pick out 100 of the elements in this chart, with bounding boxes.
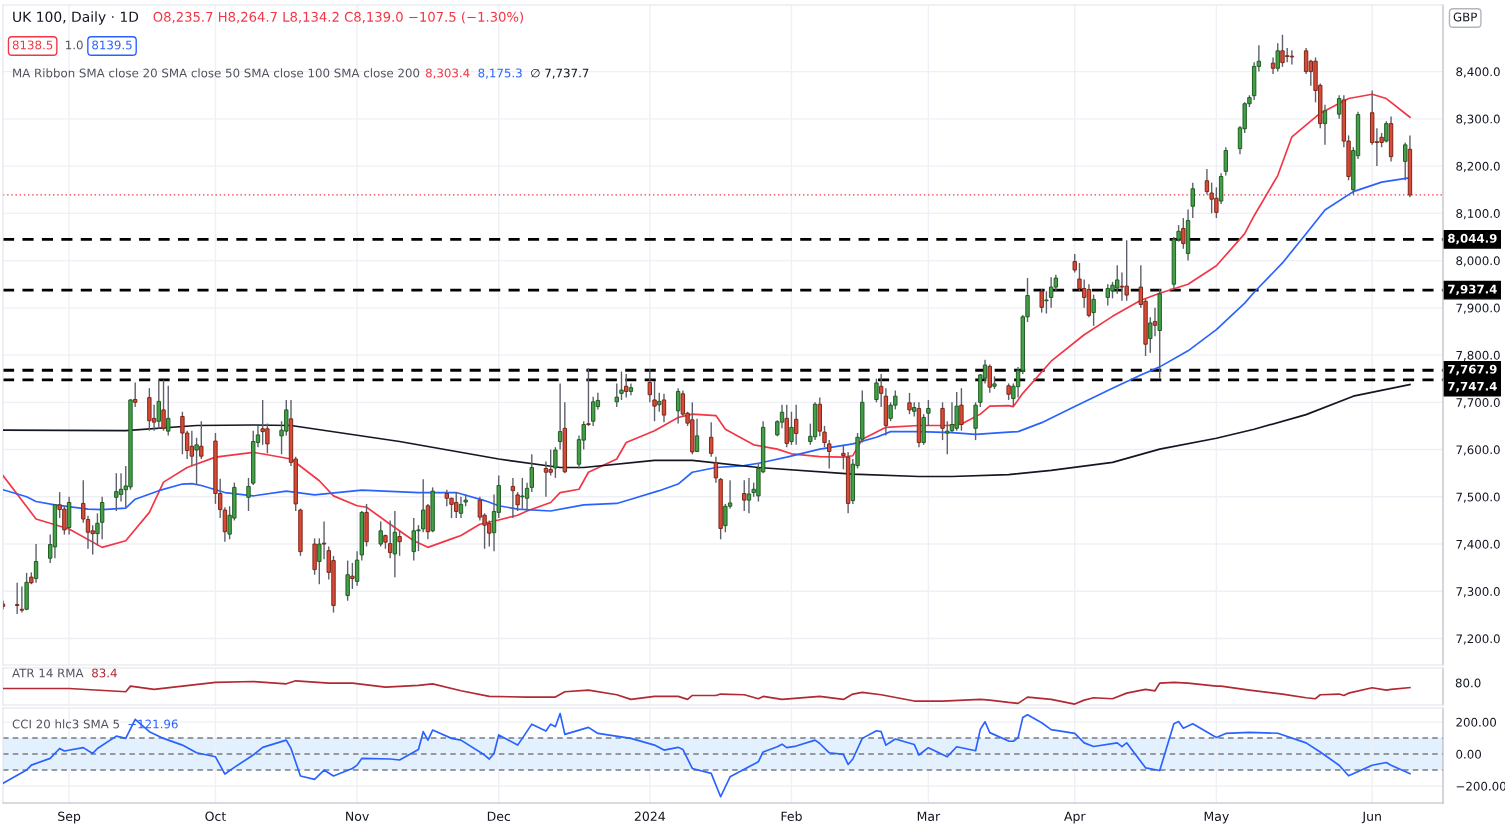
- y-tick-label: 7,200.0: [1456, 634, 1500, 645]
- candlestick: [619, 370, 624, 401]
- x-tick-label: 2024: [634, 811, 666, 822]
- candlestick: [156, 379, 161, 430]
- ref-line-label: 7,937.4: [1448, 284, 1497, 296]
- candlestick: [1289, 49, 1295, 66]
- annotation: CCI 20 hlc3 SMA 5: [12, 719, 119, 729]
- candlestick: [661, 393, 667, 423]
- candlestick: [1039, 288, 1044, 314]
- x-tick-label: Nov: [346, 811, 369, 822]
- candlestick: [987, 363, 992, 394]
- y-tick-label: 0.00: [1456, 749, 1481, 759]
- annotation: 8138.5: [12, 40, 53, 50]
- candlestick: [1190, 181, 1195, 219]
- candlestick: [1119, 271, 1125, 302]
- candlestick: [874, 378, 879, 404]
- candlestick: [99, 496, 105, 541]
- x-tick-label: Feb: [781, 811, 802, 822]
- candlestick: [14, 582, 20, 615]
- candlestick: [387, 519, 393, 559]
- text: GBP: [1453, 12, 1477, 22]
- candlestick: [1072, 253, 1077, 274]
- y-tick-label: 7,800.0: [1456, 350, 1500, 361]
- candlestick: [345, 559, 350, 602]
- x-tick-label: Oct: [205, 811, 226, 822]
- candlestick: [189, 429, 195, 467]
- candlestick: [657, 392, 662, 413]
- candlestick: [1275, 42, 1280, 73]
- y-tick-label: 7,300.0: [1456, 587, 1500, 598]
- candlestick: [350, 562, 355, 590]
- candlestick: [548, 448, 553, 477]
- candlestick: [949, 401, 955, 434]
- line-series: [3, 383, 1411, 478]
- candlestick: [793, 403, 799, 446]
- candlestick: [1048, 276, 1054, 309]
- candlestick: [1322, 103, 1328, 146]
- candlestick: [161, 379, 166, 432]
- candlestick: [520, 477, 525, 510]
- x-tick-label: May: [1204, 811, 1229, 824]
- text: 83.4: [92, 668, 117, 678]
- annotation: 8,303.4: [425, 68, 470, 79]
- candlestick: [1223, 146, 1229, 177]
- ref-line-label: 7,767.9: [1448, 364, 1497, 376]
- candlestick: [624, 373, 629, 399]
- candlestick: [694, 418, 700, 453]
- candlestick: [614, 382, 619, 408]
- y-tick-label: 7,900.0: [1456, 303, 1500, 314]
- y-tick-label: 8,200.0: [1456, 161, 1500, 172]
- candlestick: [647, 368, 653, 404]
- candlestick: [133, 381, 138, 408]
- annotation: 8,175.3: [478, 68, 522, 79]
- candlestick: [510, 477, 516, 519]
- chart-subtitle: O8,235.7 H8,264.7 L8,134.2 C8,139.0 −107.5 (−1.30%): [153, 11, 523, 24]
- x-tick-label: Sep: [58, 811, 81, 824]
- candlestick: [397, 530, 402, 557]
- candlestick: [166, 385, 171, 437]
- candlestick: [1336, 94, 1342, 120]
- chart-title: UK 100, Daily · 1D: [13, 11, 139, 25]
- candlestick: [675, 387, 681, 425]
- candlestick: [959, 387, 964, 432]
- candlestick: [1181, 217, 1186, 250]
- candlestick: [1204, 168, 1210, 196]
- line-series: [3, 712, 1411, 798]
- candlestick: [392, 510, 398, 578]
- ref-line-label: 7,747.4: [1448, 381, 1497, 393]
- candlestick: [709, 421, 714, 458]
- candlestick: [199, 420, 204, 460]
- candlestick: [458, 496, 464, 519]
- candlestick: [907, 392, 912, 415]
- candlestick: [543, 460, 549, 498]
- candlestick: [742, 479, 747, 512]
- y-tick-label: 8,400.0: [1456, 67, 1500, 78]
- x-tick-label: Dec: [487, 811, 511, 822]
- ref-line-label: 8,044.9: [1448, 233, 1497, 245]
- candlestick: [1091, 293, 1096, 327]
- candlestick: [590, 395, 596, 427]
- candlestick: [180, 411, 185, 455]
- candlestick: [19, 585, 25, 614]
- candlestick: [926, 399, 931, 427]
- y-tick-label: 7,600.0: [1456, 445, 1500, 456]
- candlestick: [954, 391, 959, 432]
- x-tick-label: Jun: [1361, 811, 1381, 824]
- y-tick-label: 200.00: [1456, 717, 1497, 727]
- candlestick: [1124, 239, 1129, 302]
- y-tick-label: 8,100.0: [1456, 209, 1500, 220]
- y-tick-label: −200.00: [1456, 781, 1505, 791]
- text: ATR 14 RMA: [12, 668, 84, 678]
- candlestick: [973, 401, 978, 441]
- candlestick: [940, 401, 945, 441]
- candlestick: [827, 439, 832, 470]
- candlestick: [246, 477, 251, 512]
- candlestick: [118, 472, 124, 503]
- candlestick: [477, 496, 483, 522]
- annotation: ∅ 7,737.7: [531, 68, 589, 79]
- x-tick-label: Apr: [1064, 811, 1086, 824]
- candlestick: [33, 543, 39, 584]
- y-tick-label: 7,400.0: [1456, 539, 1500, 550]
- y-tick-label: 7,700.0: [1456, 398, 1500, 409]
- annotation: 1.0: [66, 40, 83, 50]
- candlestick: [1152, 307, 1158, 337]
